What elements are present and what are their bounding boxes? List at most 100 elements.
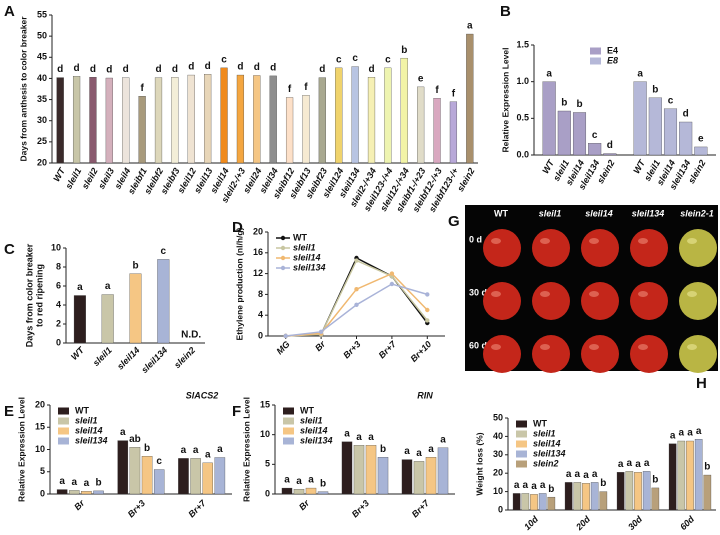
- bar: [603, 153, 617, 156]
- legend-label: slein2: [533, 458, 559, 468]
- bar: [89, 77, 97, 164]
- y-tick-label: 25: [37, 136, 47, 146]
- significance-label: d: [205, 61, 211, 72]
- bar: [351, 66, 359, 164]
- x-tick-label: 10d: [522, 514, 540, 532]
- legend-label: E8: [607, 55, 618, 65]
- significance-label: d: [57, 64, 63, 75]
- significance-label: a: [467, 21, 473, 32]
- significance-label: d: [368, 64, 374, 75]
- significance-label: d: [172, 64, 178, 75]
- legend-label: sleil14: [533, 438, 561, 448]
- legend-label: sleil1: [75, 415, 98, 425]
- legend-swatch: [516, 420, 527, 428]
- y-tick-label: 4: [56, 299, 61, 309]
- significance-label: ab: [129, 434, 141, 445]
- point: [318, 329, 324, 335]
- bar: [582, 483, 590, 511]
- y-tick-label: 10: [51, 242, 61, 252]
- bar: [117, 440, 129, 495]
- point: [354, 302, 359, 307]
- legend-swatch: [516, 440, 527, 448]
- bar: [679, 121, 693, 156]
- legend-swatch: [283, 427, 294, 435]
- legend-label: sleil1: [293, 242, 316, 252]
- significance-label: a: [592, 469, 598, 480]
- significance-label: d: [270, 63, 276, 74]
- y-tick-label: 0: [258, 330, 263, 340]
- legend-label: sleil134: [293, 262, 326, 272]
- legend-label: sleil14: [75, 425, 103, 435]
- bar: [530, 494, 538, 511]
- significance-label: a: [84, 478, 90, 489]
- bar: [542, 81, 556, 156]
- x-tick-label: sleil1: [91, 345, 114, 368]
- y-tick-label: 20: [493, 468, 503, 478]
- bar: [153, 469, 165, 495]
- x-tick-label: Br+7: [377, 338, 399, 360]
- bar: [204, 74, 212, 164]
- legend-swatch: [58, 437, 69, 445]
- significance-label: a: [77, 282, 83, 293]
- significance-label: d: [74, 63, 80, 74]
- point: [425, 318, 430, 323]
- photo-row-label: 60 d: [469, 340, 487, 350]
- significance-label: d: [319, 64, 325, 75]
- bar: [573, 482, 582, 511]
- bar: [417, 86, 425, 164]
- significance-label: a: [546, 68, 552, 79]
- point: [354, 258, 359, 263]
- significance-label: f: [435, 85, 439, 96]
- bar: [101, 294, 114, 344]
- bar: [190, 458, 201, 495]
- y-tick-label: 6: [56, 280, 61, 290]
- x-tick-label: MG: [274, 339, 291, 356]
- fruit-highlight: [540, 291, 550, 297]
- significance-label: d: [106, 65, 112, 76]
- y-tick-label: 1.0: [516, 76, 529, 86]
- x-tick-label: WT: [69, 344, 87, 362]
- legend-label: WT: [293, 232, 307, 242]
- x-tick-label: Br+7: [186, 497, 208, 519]
- bar: [588, 143, 602, 156]
- bar: [572, 112, 587, 156]
- bar: [81, 491, 92, 495]
- y-tick-label: 30: [37, 115, 47, 125]
- y-tick-label: 16: [253, 247, 263, 257]
- significance-label: f: [140, 83, 144, 94]
- point: [425, 292, 430, 297]
- bar: [293, 489, 305, 495]
- significance-label: e: [418, 74, 424, 85]
- bar: [56, 489, 68, 495]
- x-tick-label: 30d: [626, 514, 644, 532]
- significance-label: b: [144, 443, 150, 454]
- point: [425, 307, 430, 313]
- fruit: [679, 229, 717, 267]
- y-tick-label: 4: [258, 310, 263, 320]
- panel-label: E: [4, 403, 14, 420]
- bar: [401, 459, 413, 495]
- panel-label: A: [4, 3, 15, 20]
- y-tick-label: 5: [265, 459, 270, 469]
- bar: [642, 471, 651, 511]
- legend-marker: [280, 245, 286, 251]
- significance-label: a: [193, 445, 199, 456]
- fruit-highlight: [540, 344, 550, 350]
- bar: [281, 487, 293, 495]
- y-tick-label: 10: [35, 444, 45, 454]
- legend-swatch: [590, 57, 601, 65]
- photo-column-label: sleil134: [632, 208, 665, 218]
- bar: [686, 440, 694, 511]
- legend-swatch: [516, 430, 527, 438]
- bar: [590, 482, 599, 511]
- bar: [521, 493, 530, 511]
- bar: [220, 67, 228, 164]
- legend-swatch: [283, 417, 294, 425]
- significance-label: a: [635, 459, 641, 470]
- line: [285, 283, 428, 337]
- significance-label: b: [704, 462, 710, 473]
- fruit: [483, 229, 521, 267]
- significance-label: d: [607, 140, 613, 151]
